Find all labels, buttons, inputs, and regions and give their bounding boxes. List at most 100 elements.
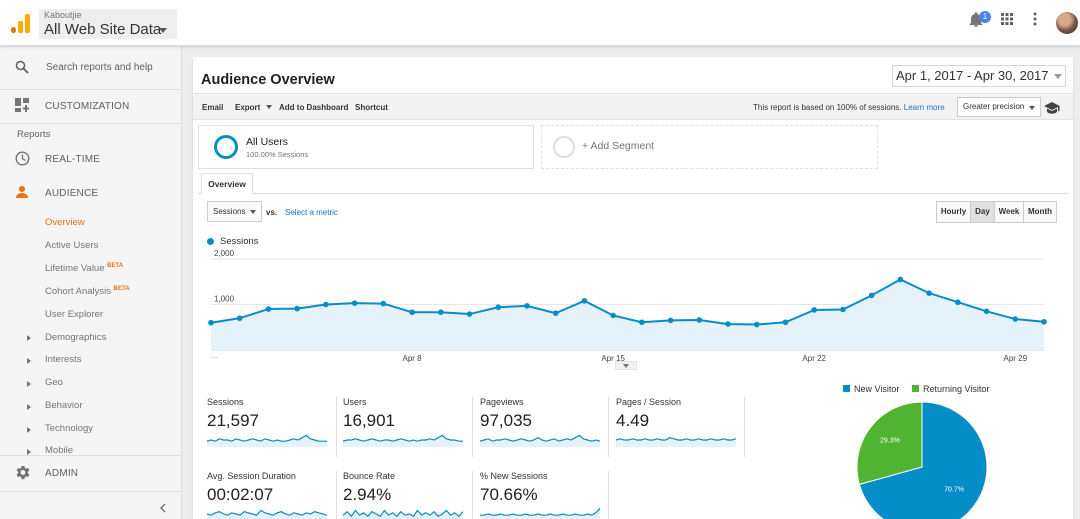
sessions-data-point (524, 303, 530, 309)
customization-icon[interactable] (14, 98, 30, 114)
sessions-data-point (294, 305, 300, 312)
add-to-dashboard-button[interactable]: Add to Dashboard (279, 103, 349, 112)
date-range-picker[interactable]: Apr 1, 2017 - Apr 30, 2017 (892, 65, 1066, 87)
metric-card[interactable]: Sessions 21,597 (207, 397, 337, 459)
metric-value: 4.49 (616, 411, 650, 430)
add-segment-button[interactable]: + Add Segment (541, 125, 878, 169)
pie-slice (856, 401, 923, 485)
shortcut-button[interactable]: Shortcut (355, 103, 388, 112)
sessions-data-point (955, 299, 961, 306)
segment-all-users[interactable]: All Users 100.00% Sessions (198, 125, 534, 169)
expand-arrow-icon[interactable] (27, 427, 31, 433)
user-avatar[interactable] (1056, 12, 1078, 34)
sidebar-item-user-explorer[interactable]: User Explorer (45, 309, 103, 320)
sidebar-item-cohort-analysis[interactable]: Cohort Analysis BETA (45, 286, 130, 297)
legend-swatch (843, 385, 850, 392)
month-button[interactable]: Month (1023, 201, 1057, 223)
sidebar-item-audience[interactable]: AUDIENCE (45, 188, 99, 199)
legend-label: Returning Visitor (923, 384, 990, 394)
date-range-text: Apr 1, 2017 - Apr 30, 2017 (896, 68, 1049, 83)
sidebar-item-active-users[interactable]: Active Users (45, 240, 98, 251)
learn-more-link[interactable]: Learn more (903, 103, 945, 112)
search-icon[interactable] (14, 60, 30, 76)
expand-arrow-icon[interactable] (27, 449, 31, 455)
sessions-data-point (409, 309, 415, 316)
sidebar-item-realtime[interactable]: REAL-TIME (45, 154, 101, 165)
metric-value: 2.94% (343, 485, 392, 504)
precision-value: Greater precision (963, 102, 1025, 111)
expand-arrow-icon[interactable] (27, 358, 31, 364)
export-label: Export (235, 103, 261, 112)
sessions-data-point (610, 312, 616, 319)
metric-card[interactable]: % New Sessions 70.66% (480, 471, 610, 519)
metric-select[interactable]: Sessions (207, 201, 262, 222)
metric-card[interactable]: Users 16,901 (343, 397, 473, 459)
sparkline-fill (616, 437, 736, 447)
sessions-data-point (725, 321, 731, 327)
y-tick-label: 1,000 (214, 295, 235, 304)
sidebar-item-lifetime-value[interactable]: Lifetime Value BETA (45, 263, 123, 274)
metric-value: 16,901 (343, 411, 395, 430)
sidebar-item-interests[interactable]: Interests (45, 354, 82, 365)
collapse-chevron-icon[interactable] (157, 501, 169, 513)
sessions-data-point (495, 304, 502, 311)
metric-divider (472, 471, 473, 519)
property-view-name: All Web Site Data (44, 21, 162, 38)
sidebar: Search reports and help CUSTOMIZATION Re… (0, 46, 182, 519)
analytics-logo-icon[interactable] (11, 13, 31, 33)
metric-card[interactable]: Bounce Rate 2.94% (343, 471, 473, 519)
graduation-cap-icon[interactable] (1044, 102, 1060, 117)
x-start-label: ... (211, 351, 218, 360)
sidebar-item-mobile[interactable]: Mobile (45, 445, 73, 456)
notification-count-badge: 1 (979, 11, 991, 23)
sidebar-item-label: User Explorer (45, 309, 104, 320)
sidebar-item-technology[interactable]: Technology (45, 423, 94, 434)
day-button[interactable]: Day (970, 201, 995, 223)
hourly-button[interactable]: Hourly (936, 201, 971, 223)
expand-arrow-icon[interactable] (27, 404, 31, 410)
chart-expand-toggle[interactable] (615, 361, 637, 370)
sessions-data-point (983, 308, 990, 315)
export-button[interactable]: Export (235, 103, 272, 112)
metric-sparkline (480, 507, 601, 519)
sidebar-item-behavior[interactable]: Behavior (45, 400, 83, 411)
sidebar-item-overview[interactable]: Overview (45, 217, 85, 228)
sparkline-line (343, 509, 464, 518)
segment-ring-icon (214, 135, 238, 159)
tab-overview[interactable]: Overview (201, 173, 253, 194)
x-tick-label: Apr 29 (1003, 354, 1027, 363)
metric-card[interactable]: Avg. Session Duration 00:02:07 (207, 471, 337, 519)
account-selector[interactable]: Kaboutjie All Web Site Data (39, 9, 177, 39)
sessions-data-point (868, 292, 875, 299)
sidebar-item-admin[interactable]: ADMIN (45, 468, 79, 479)
expand-arrow-icon[interactable] (27, 335, 31, 341)
sidebar-divider (0, 491, 182, 492)
expand-arrow-icon[interactable] (27, 381, 31, 387)
apps-grid-icon[interactable] (997, 12, 1017, 32)
search-reports-input[interactable]: Search reports and help (46, 62, 153, 73)
sessions-data-point (753, 321, 760, 328)
tab-bar: Overview (198, 173, 1068, 194)
select-metric-link[interactable]: Select a metric (285, 208, 338, 217)
metric-sparkline (343, 434, 463, 447)
sidebar-item-demographics[interactable]: Demographics (45, 332, 107, 343)
sessions-data-point (208, 319, 214, 326)
sessions-data-point (265, 306, 272, 312)
metric-name: Bounce Rate (343, 471, 396, 481)
metric-card[interactable]: Pageviews 97,035 (480, 397, 610, 459)
metric-divider (336, 397, 337, 457)
sessions-data-point (1012, 316, 1019, 322)
x-tick-label: Apr 15 (601, 354, 625, 363)
precision-select[interactable]: Greater precision (957, 97, 1041, 117)
sidebar-item-customization[interactable]: CUSTOMIZATION (45, 101, 130, 112)
account-name: Kaboutjie (44, 10, 82, 20)
add-segment-ring-icon (553, 136, 575, 158)
email-button[interactable]: Email (202, 103, 224, 112)
metric-card[interactable]: Pages / Session 4.49 (616, 397, 746, 459)
week-button[interactable]: Week (994, 201, 1024, 223)
more-vert-icon[interactable] (1025, 12, 1045, 32)
gear-icon (14, 465, 30, 481)
metric-name: Users (343, 397, 367, 407)
sessions-series-line (210, 278, 1045, 326)
sidebar-item-geo[interactable]: Geo (45, 377, 63, 388)
